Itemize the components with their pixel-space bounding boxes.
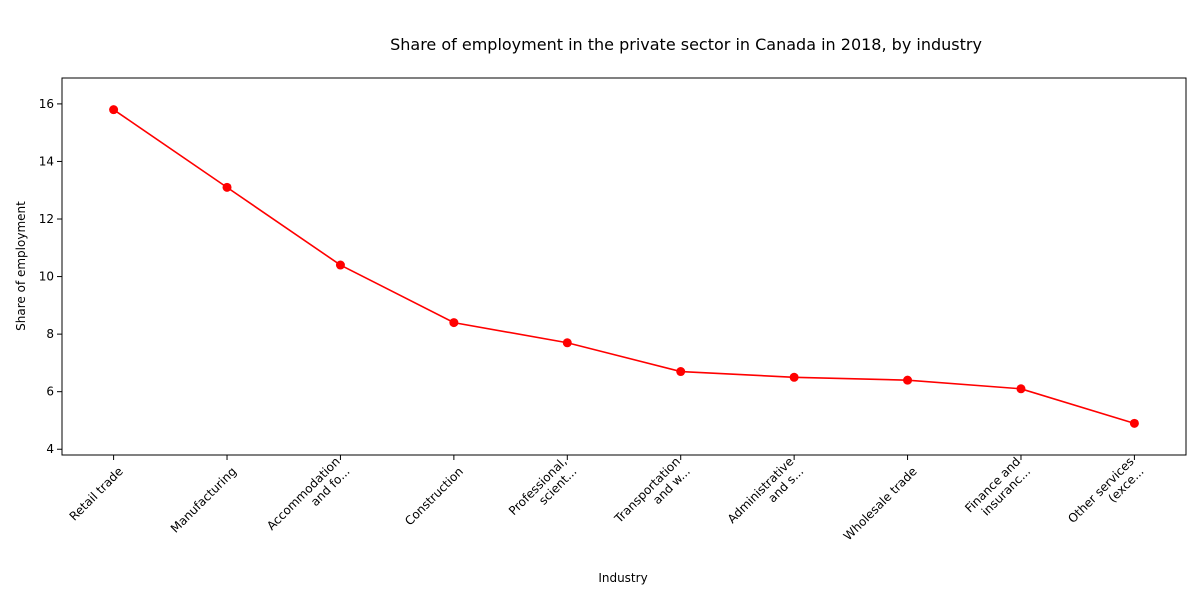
x-axis-label: Industry (598, 571, 647, 585)
data-point (903, 375, 913, 385)
plot-area (61, 77, 1187, 456)
data-point (109, 105, 119, 115)
data-point (222, 182, 232, 192)
x-tick-label: Manufacturing (168, 464, 239, 535)
data-point (562, 338, 572, 348)
x-tick-label: Construction (402, 464, 466, 528)
data-point (789, 372, 799, 382)
x-tick-label: Other services(exce... (1065, 454, 1146, 535)
x-tick-label: Accommodationand fo... (264, 454, 353, 543)
data-point (1016, 384, 1026, 394)
y-tick-label: 16 (39, 97, 54, 111)
y-tick-label: 10 (39, 270, 54, 284)
data-point (335, 260, 345, 270)
data-point (676, 367, 686, 377)
y-tick-label: 12 (39, 212, 54, 226)
x-tick-label: Professional,scient... (506, 454, 579, 527)
y-tick-label: 14 (39, 154, 54, 168)
y-tick-label: 4 (46, 442, 54, 456)
x-tick-label: Retail trade (67, 464, 126, 523)
x-axis: Retail trade Manufacturing Accommodationan… (67, 454, 1147, 543)
x-tick-label: Finance andinsuranc... (962, 454, 1033, 525)
y-tick-label: 6 (46, 385, 54, 399)
series-markers (109, 105, 1139, 428)
x-tick-label: Wholesale trade (841, 464, 920, 543)
data-point (449, 318, 459, 328)
y-axis: 4 6 8 10 12 14 16 (39, 97, 62, 456)
y-tick-label: 8 (46, 327, 54, 341)
chart-title: Share of employment in the private secto… (390, 35, 982, 54)
x-tick-label: Transportationand w... (611, 454, 693, 536)
series-line (113, 109, 1135, 425)
x-tick-label: Administrativeand s... (725, 454, 807, 536)
y-axis-label: Share of employment (14, 201, 28, 331)
data-point (1129, 418, 1139, 428)
